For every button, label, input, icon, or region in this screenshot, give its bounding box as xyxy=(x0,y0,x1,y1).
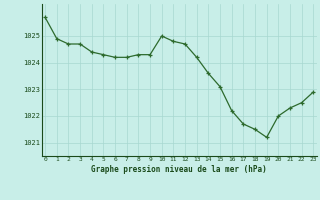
X-axis label: Graphe pression niveau de la mer (hPa): Graphe pression niveau de la mer (hPa) xyxy=(91,165,267,174)
